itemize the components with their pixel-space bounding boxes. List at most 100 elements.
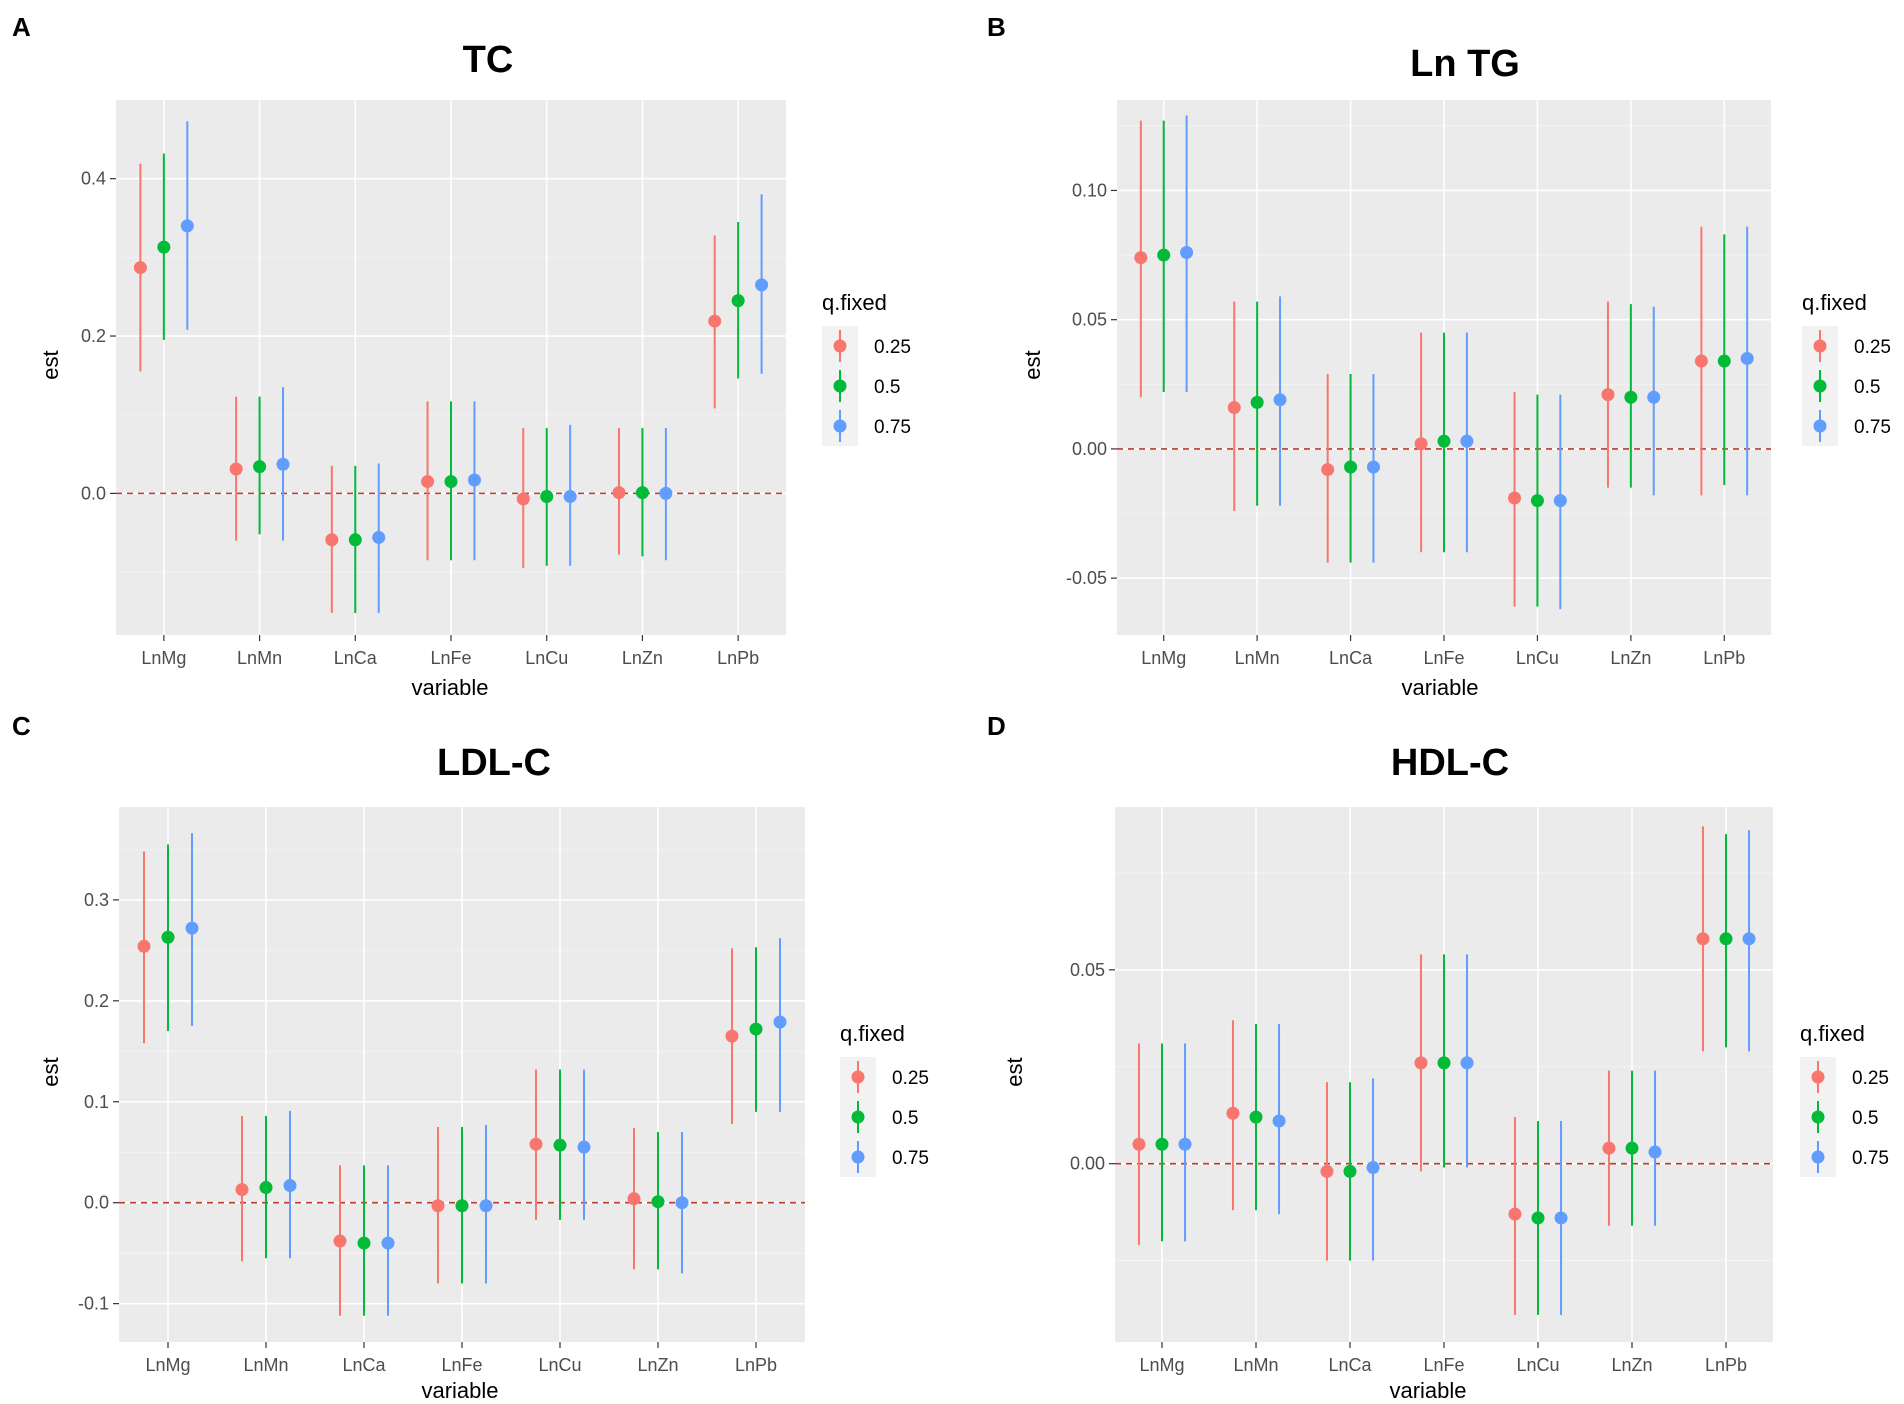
legend-title: q.fixed [1802,290,1867,315]
x-tick-label-lnfe: LnFe [441,1355,482,1375]
estimate-point [675,1196,689,1210]
legend-title: q.fixed [1800,1021,1865,1046]
legend: q.fixed 0.25 0.5 0.75 [1800,1021,1889,1177]
legend-key-point [1813,339,1827,353]
legend: q.fixed 0.25 0.5 0.75 [840,1021,929,1177]
estimate-point [1717,354,1731,368]
legend-key-point [1811,1070,1825,1084]
estimate-point [1460,1056,1474,1070]
estimate-point [137,939,151,953]
estimate-point [1553,494,1567,508]
estimate-point [161,930,175,944]
estimate-point [563,490,577,504]
x-tick-label-lnzn: LnZn [1611,1355,1652,1375]
legend-title: q.fixed [840,1021,905,1046]
panel-d: D HDL-C 0.00 0.05 LnMg LnMn LnCa LnFe LnCu LnZn Ln… [987,711,1889,1403]
panel-a: A TC 0.0 0.2 0.4 LnMg LnMn LnCa LnFe LnCu LnZn LnPb… [12,12,911,700]
estimate-point [1321,463,1335,477]
estimate-point [1320,1164,1334,1178]
estimate-point [1155,1137,1169,1151]
estimate-point [1227,401,1241,415]
estimate-point [421,475,435,489]
estimate-point [1531,1211,1545,1225]
x-tick-label-lnca: LnCa [342,1355,386,1375]
estimate-point [1250,395,1264,409]
estimate-point [1508,1207,1522,1221]
x-tick-label-lnmn: LnMn [1235,648,1280,668]
y-tick-label: 0.0 [81,483,106,503]
y-axis-title: est [1002,1057,1027,1086]
x-tick-label-lnpb: LnPb [717,648,759,668]
x-tick-label-lnmg: LnMg [141,648,186,668]
legend-label: 0.5 [1854,377,1880,398]
estimate-point [651,1195,665,1209]
panels: A TC 0.0 0.2 0.4 LnMg LnMn LnCa LnFe LnCu LnZn LnPb… [12,12,1891,1403]
estimate-point [455,1199,469,1213]
series-0_5 [157,153,745,613]
y-axis-title: est [1020,350,1045,379]
panel-b: B Ln TG -0.05 0.00 0.05 0.10 LnMg LnMn LnCa LnFe L… [987,12,1891,700]
estimate-point [1460,434,1474,448]
x-tick-label-lncu: LnCu [1516,1355,1559,1375]
y-tick-label: 0.1 [84,1092,109,1112]
legend-key-point [1813,379,1827,393]
panel-letter-a: A [12,12,31,42]
estimate-point [1132,1137,1146,1151]
estimate-point [773,1015,787,1029]
estimate-point [540,490,554,504]
estimate-point [1134,251,1148,265]
estimate-point [1273,393,1287,407]
legend: q.fixed 0.25 0.5 0.75 [1802,290,1891,446]
estimate-point [180,219,194,233]
estimate-point [1366,460,1380,474]
estimate-point [1601,388,1615,402]
estimate-point [659,486,673,500]
series-0_25 [133,163,722,613]
x-tick-label-lnca: LnCa [1329,648,1373,668]
legend: q.fixed 0.25 0.5 0.75 [822,290,911,446]
series-0_5 [1157,120,1731,607]
estimate-point [479,1199,493,1213]
estimate-point [1157,248,1171,262]
estimate-point [444,475,458,489]
series-0_75 [180,121,769,613]
series-0_5 [161,844,763,1316]
estimate-point [1624,390,1638,404]
x-tick-label-lnmn: LnMn [1233,1355,1278,1375]
series-0_25 [1134,120,1708,607]
y-tick-label: 0.05 [1072,310,1107,330]
x-tick-label-lncu: LnCu [525,648,568,668]
legend-label: 0.75 [1852,1148,1889,1169]
estimate-point [553,1138,567,1152]
estimate-point [749,1022,763,1036]
estimate-point [381,1236,395,1250]
y-axis-title: est [38,350,63,379]
x-tick-label-lnzn: LnZn [637,1355,678,1375]
legend-label: 0.25 [892,1068,929,1089]
x-tick-label-lnca: LnCa [1328,1355,1372,1375]
x-tick-label-lnmn: LnMn [243,1355,288,1375]
x-tick-label-lnfe: LnFe [1423,1355,1464,1375]
estimate-point [1414,437,1428,451]
legend-label: 0.75 [874,417,911,438]
estimate-point [708,314,722,328]
legend-label: 0.25 [1854,337,1891,358]
x-tick-label-lnpb: LnPb [1705,1355,1747,1375]
legend-key-point [851,1110,865,1124]
series-0_25 [137,851,739,1316]
estimate-point [276,457,290,471]
estimate-point [1180,245,1194,259]
x-axis-title: variable [421,1378,498,1403]
x-tick-label-lnfe: LnFe [430,648,471,668]
x-axis-title: variable [411,675,488,700]
legend-label: 0.75 [892,1148,929,1169]
estimate-point [467,473,481,487]
estimate-point [325,533,339,547]
y-tick-label: 0.00 [1070,1154,1105,1174]
estimate-point [516,492,530,506]
estimate-point [1742,932,1756,946]
estimate-point [1530,494,1544,508]
estimate-point [157,240,171,254]
plot-title-d: HDL-C [1391,742,1509,784]
estimate-point [283,1179,297,1193]
